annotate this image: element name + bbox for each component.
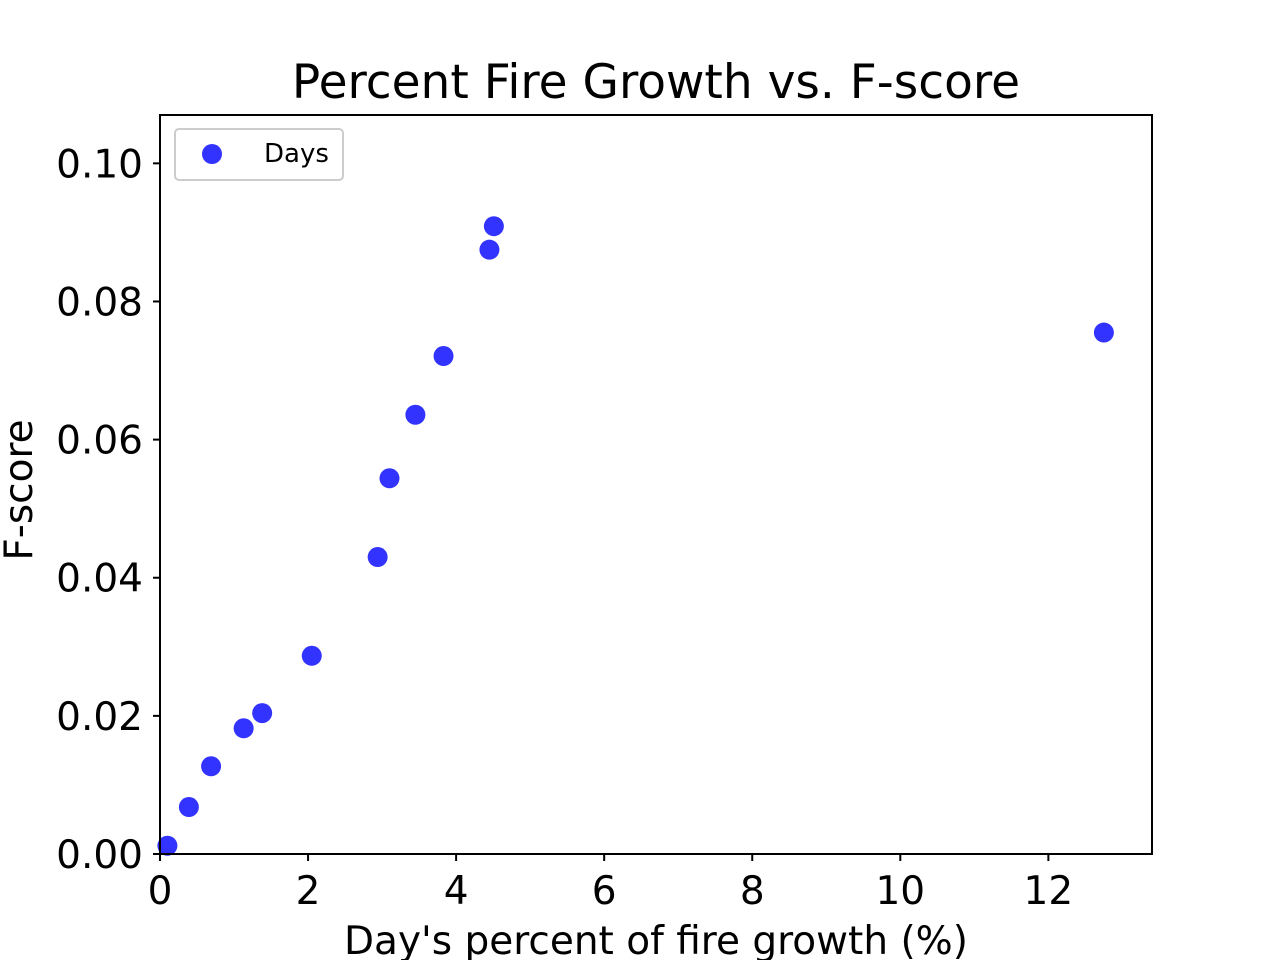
data-point [178, 797, 199, 818]
x-tick-label: 8 [740, 869, 765, 914]
y-tick-label: 0.08 [56, 280, 143, 325]
y-tick-label: 0.06 [56, 419, 143, 464]
x-tick-label: 0 [148, 869, 173, 914]
legend-box [174, 128, 344, 181]
y-axis: 0.00 0.02 0.04 0.06 0.08 0.10 [56, 142, 160, 878]
y-tick-label: 0.04 [56, 557, 143, 602]
y-tick-label: 0.10 [56, 142, 143, 187]
y-axis-label: F-score [0, 419, 42, 560]
x-axis: 0 2 4 6 8 10 12 [148, 854, 1074, 914]
legend-label: Days [264, 139, 329, 169]
x-tick-label: 10 [875, 869, 925, 914]
data-point [201, 756, 222, 777]
x-tick-label: 2 [296, 869, 321, 914]
data-point [1093, 322, 1114, 343]
data-point [301, 645, 322, 666]
data-point [479, 239, 500, 260]
chart-title: Percent Fire Growth vs. F-score [292, 55, 1020, 110]
data-point [367, 547, 388, 568]
y-tick-label: 0.00 [56, 833, 143, 878]
data-point [157, 835, 178, 856]
legend-marker [202, 144, 222, 164]
y-tick-label: 0.02 [56, 695, 143, 740]
x-tick-label: 12 [1024, 869, 1074, 914]
plot-area [157, 216, 1114, 856]
data-point [433, 346, 454, 367]
plot-frame [159, 114, 1153, 855]
data-point [252, 703, 273, 724]
data-point [405, 404, 426, 425]
data-point [483, 216, 504, 237]
data-point [233, 718, 254, 739]
legend: Days [174, 128, 344, 181]
x-tick-label: 6 [592, 869, 617, 914]
x-axis-label: Day's percent of fire growth (%) [344, 919, 968, 960]
data-point [379, 468, 400, 489]
x-tick-label: 4 [444, 869, 469, 914]
